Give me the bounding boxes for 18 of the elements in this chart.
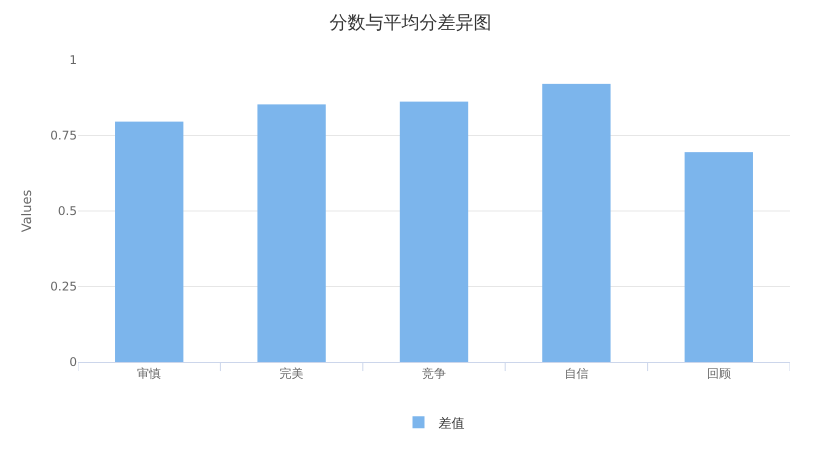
bar (115, 122, 184, 362)
chart-title: 分数与平均分差异图 (330, 12, 492, 34)
y-tick-label: 0.75 (50, 128, 77, 143)
x-tick-label: 自信 (564, 366, 588, 380)
y-tick-label: 1 (69, 53, 77, 68)
y-tick-label: 0 (69, 355, 77, 370)
x-tick-label: 审慎 (137, 366, 162, 380)
bar (542, 84, 611, 362)
bar (400, 102, 468, 362)
x-tick-label: 完美 (280, 366, 304, 380)
x-tick-label: 回顾 (706, 366, 731, 380)
legend-label: 差值 (438, 416, 464, 432)
y-axis-title: Values (20, 190, 36, 232)
y-tick-label: 0.25 (50, 280, 77, 294)
x-tick-label: 竞争 (422, 366, 446, 380)
bar (257, 104, 326, 362)
bar (684, 152, 753, 362)
y-tick-label: 0.5 (58, 204, 77, 218)
